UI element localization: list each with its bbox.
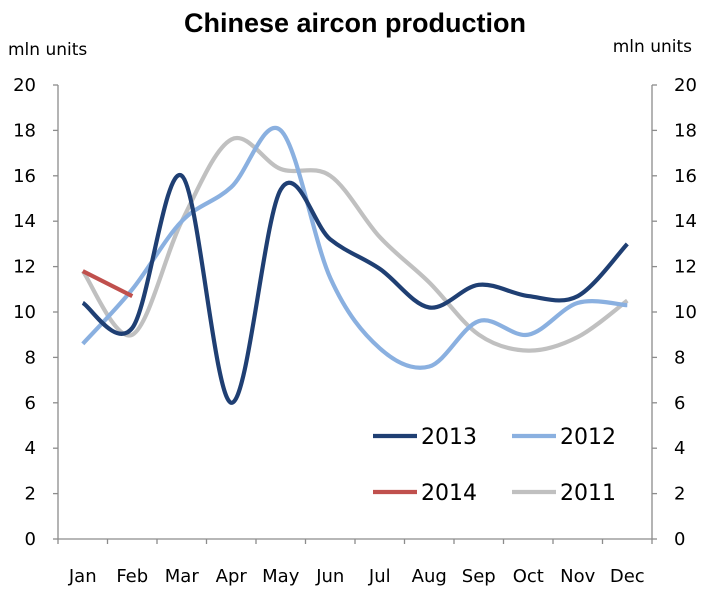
left-y-tick-label: 0 <box>25 529 36 550</box>
legend-label-2014: 2014 <box>421 481 477 506</box>
left-y-tick-label: 8 <box>25 347 36 368</box>
x-tick-label: Aug <box>412 566 447 587</box>
right-y-tick-label: 6 <box>674 393 685 414</box>
series-line-2013 <box>81 173 629 405</box>
chart-axes: 0 0 2 2 4 4 6 6 8 8 10 10 12 12 14 14 16 16 18 18 20 20 Jan Feb… <box>13 75 697 587</box>
x-tick-label: May <box>262 566 300 587</box>
right-y-tick-label: 14 <box>674 211 697 232</box>
left-y-tick-label: 4 <box>25 438 36 459</box>
x-tick-label: Feb <box>116 566 148 587</box>
series-line-2012 <box>81 125 628 370</box>
x-tick-label: Oct <box>513 566 544 587</box>
right-y-tick-label: 10 <box>674 302 697 323</box>
right-y-tick-label: 20 <box>674 75 697 96</box>
left-y-tick-label: 14 <box>13 211 36 232</box>
series-line-2011 <box>81 135 629 353</box>
right-y-tick-label: 16 <box>674 166 697 187</box>
left-axis-unit-label: mln units <box>8 40 88 60</box>
left-y-tick-label: 18 <box>13 120 36 141</box>
x-tick-label: Mar <box>165 566 200 587</box>
x-tick-label: Nov <box>560 566 595 587</box>
x-tick-label: Jan <box>68 566 97 587</box>
left-y-tick-label: 2 <box>25 484 36 505</box>
right-y-tick-label: 0 <box>674 529 685 550</box>
legend-label-2013: 2013 <box>421 425 477 450</box>
right-y-tick-label: 18 <box>674 120 697 141</box>
x-tick-label: Jun <box>315 566 344 587</box>
legend-label-2012: 2012 <box>560 425 616 450</box>
right-y-tick-label: 4 <box>674 438 685 459</box>
series-line-2014 <box>81 269 134 298</box>
chart-series <box>81 125 629 405</box>
legend-label-2011: 2011 <box>560 481 616 506</box>
left-y-tick-label: 12 <box>13 257 36 278</box>
x-tick-label: Dec <box>610 566 645 587</box>
left-y-tick-label: 6 <box>25 393 36 414</box>
x-tick-label: Jul <box>368 566 391 587</box>
right-axis-unit-label: mln units <box>612 37 692 57</box>
right-y-tick-label: 2 <box>674 484 685 505</box>
right-y-tick-label: 8 <box>674 347 685 368</box>
chart-title: Chinese aircon production <box>183 8 527 38</box>
chart-legend: 2013 2012 2014 2011 <box>373 425 616 506</box>
right-y-tick-label: 12 <box>674 257 697 278</box>
left-y-tick-label: 16 <box>13 166 36 187</box>
x-tick-label: Sep <box>462 566 496 587</box>
left-y-tick-label: 10 <box>13 302 36 323</box>
x-tick-label: Apr <box>216 566 248 587</box>
left-y-tick-label: 20 <box>13 75 36 96</box>
